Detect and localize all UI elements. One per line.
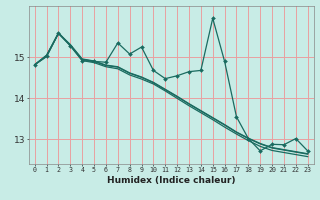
X-axis label: Humidex (Indice chaleur): Humidex (Indice chaleur) [107, 176, 236, 185]
